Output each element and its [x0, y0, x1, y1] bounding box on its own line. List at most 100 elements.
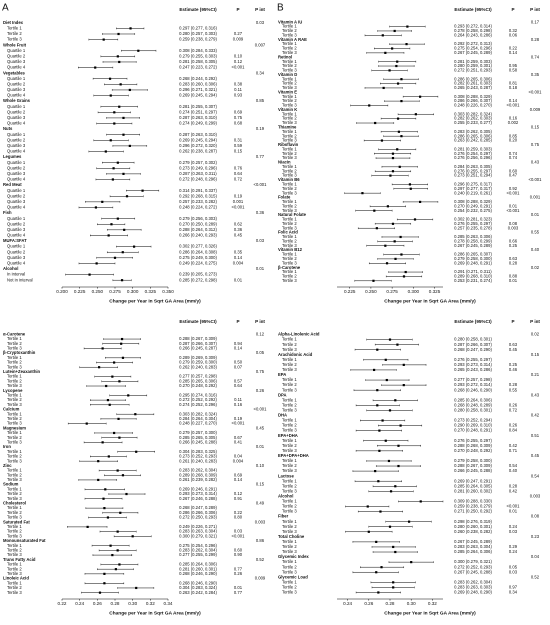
p-interaction: 0.55 [531, 230, 540, 235]
estimate-label: 0.287 (0.263, 0.311) [179, 171, 217, 176]
estimate-label: 0.293 (0.273, 0.314) [179, 491, 217, 496]
estimate-label: 0.308 (0.288, 0.329) [454, 94, 492, 99]
point-estimate [122, 133, 125, 136]
point-estimate [373, 368, 376, 372]
estimate-label: 0.291 (0.271, 0.311) [454, 269, 492, 274]
row-label: Tertile 3 [7, 496, 22, 501]
point-estimate [120, 342, 123, 345]
estimate-label: 0.304 (0.283, 0.325) [179, 449, 217, 454]
estimate-label: 0.284 (0.263, 0.305) [454, 164, 492, 169]
point-estimate [128, 144, 131, 148]
point-estimate [135, 450, 138, 453]
row-label: Quartile 3 [7, 59, 26, 64]
point-estimate [125, 195, 129, 198]
row-label: Tertile 2 [282, 238, 297, 243]
p-value: 0.42 [509, 488, 518, 493]
p-value: 0.50 [234, 360, 243, 365]
row-label: Quartile 3 [7, 255, 26, 260]
estimate-label: 0.273 (0.249, 0.296) [179, 165, 217, 170]
estimate-label: 0.285 (0.263, 0.306) [454, 234, 492, 239]
row-label: Tertile 1 [282, 199, 297, 204]
p-value: 0.63 [509, 342, 518, 347]
column-header: P int [530, 319, 540, 324]
estimate-label: 0.278 (0.258, 0.299) [454, 238, 492, 243]
p-value: 0.05 [509, 564, 518, 569]
p-value: 0.72 [234, 177, 243, 182]
estimate-label: 0.289 (0.268, 0.310) [454, 274, 492, 279]
estimate-label: 0.297 (0.277, 0.317) [454, 186, 492, 191]
p-value: 0.55 [509, 387, 518, 392]
estimate-label: 0.254 (0.232, 0.275) [454, 208, 492, 213]
x-tick-label: 0.350 [162, 289, 174, 294]
p-value: 0.32 [509, 28, 518, 33]
point-estimate [406, 25, 409, 28]
estimate-label: 0.285 (0.265, 0.306) [179, 378, 217, 383]
point-estimate [113, 111, 116, 114]
group-label: Whole Grains [3, 98, 31, 103]
estimate-label: 0.248 (0.224, 0.272) [179, 205, 217, 210]
p-value: 0.10 [234, 53, 243, 58]
estimate-label: 0.281 (0.259, 0.303) [454, 59, 492, 64]
p-value: <0.001 [232, 205, 246, 210]
row-label: Tertile 3 [282, 103, 297, 108]
group-label: Folate [278, 195, 291, 200]
estimate-label: 0.274 (0.249, 0.299) [179, 121, 217, 126]
group-label: Monounsaturated Fat [3, 538, 46, 543]
row-label: Quartile 4 [7, 205, 26, 210]
point-estimate [86, 525, 89, 529]
row-label: Tertile 2 [7, 585, 22, 590]
point-estimate [381, 419, 384, 422]
estimate-label: 0.296 (0.275, 0.317) [454, 181, 492, 186]
estimate-label: 0.283 (0.263, 0.304) [179, 529, 217, 534]
point-estimate [379, 510, 382, 513]
row-label: Tertile 1 [7, 580, 22, 585]
group-label: Vitamin K [278, 107, 297, 112]
group-label: DPA [278, 392, 287, 397]
row-label: Tertile 3 [282, 428, 297, 433]
estimate-label: 0.266 (0.240, 0.293) [179, 233, 217, 238]
row-label: Tertile 2 [282, 63, 297, 68]
row-label: Quartile 2 [7, 137, 26, 142]
point-estimate [396, 82, 400, 85]
p-value: 0.29 [509, 544, 518, 549]
row-label: Tertile 3 [282, 85, 297, 90]
point-estimate [374, 469, 377, 473]
p-interaction: 0.003 [530, 493, 541, 498]
row-label: Tertile 1 [282, 217, 297, 222]
estimate-label: 0.287 (0.263, 0.310) [179, 132, 217, 137]
row-label: Tertile 1 [7, 411, 22, 416]
row-label: Tertile 1 [282, 377, 297, 382]
group-label: Calcium [3, 407, 20, 412]
p-value: 0.22 [509, 46, 518, 51]
point-estimate [121, 356, 125, 359]
estimate-label: 0.281 (0.260, 0.301) [179, 566, 217, 571]
point-estimate [134, 413, 137, 416]
p-value: 0.18 [509, 85, 518, 90]
row-label: Tertile 1 [282, 438, 297, 443]
p-interaction: 0.02 [531, 265, 540, 270]
group-label: Lactose [278, 473, 294, 478]
point-estimate [388, 69, 391, 72]
column-header: P int [255, 319, 265, 324]
row-label: Not in interval [7, 277, 33, 282]
row-label: Tertile 2 [282, 362, 297, 367]
p-value: 0.72 [509, 408, 518, 413]
estimate-label: 0.286 (0.266, 0.306) [179, 510, 217, 515]
point-estimate [116, 55, 119, 58]
estimate-label: 0.255 (0.233, 0.277) [454, 120, 492, 125]
row-label: Tertile 2 [282, 504, 297, 509]
estimate-label: 0.287 (0.266, 0.307) [454, 342, 492, 347]
point-estimate [397, 130, 401, 133]
estimate-label: 0.247 (0.223, 0.272) [179, 65, 217, 70]
p-value: 0.76 [234, 165, 243, 170]
row-label: Tertile 3 [282, 529, 297, 534]
p-value: 0.94 [234, 341, 243, 346]
row-label: Tertile 1 [282, 41, 297, 46]
point-estimate [135, 586, 138, 590]
row-label: Tertile 3 [282, 278, 297, 283]
point-estimate [127, 394, 130, 397]
point-estimate [119, 511, 122, 514]
estimate-label: 0.279 (0.257, 0.300) [179, 430, 217, 435]
p-interaction: 0.52 [531, 574, 540, 579]
estimate-label: 0.270 (0.248, 0.292) [179, 383, 217, 388]
